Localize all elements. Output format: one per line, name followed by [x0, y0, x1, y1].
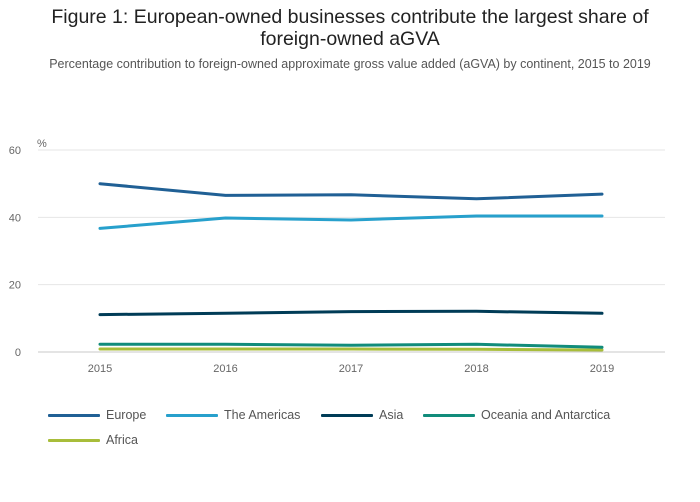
y-axis-label: % [37, 138, 47, 150]
legend-item-oceania-and-antarctica[interactable]: Oceania and Antarctica [423, 408, 610, 422]
series-line-oceania-and-antarctica [98, 342, 604, 349]
x-tick-label: 2015 [88, 363, 112, 375]
legend-swatch [166, 413, 218, 417]
legend-swatch [48, 438, 100, 442]
x-tick-label: 2017 [339, 363, 363, 375]
y-tick-label: 20 [9, 280, 21, 292]
series-line-europe [98, 182, 604, 201]
legend-label: Asia [379, 408, 404, 422]
legend-item-europe[interactable]: Europe [48, 408, 146, 422]
x-tick-label: 2019 [590, 363, 614, 375]
y-tick-label: 40 [9, 212, 21, 224]
legend-label: Africa [106, 433, 138, 447]
legend-label: Oceania and Antarctica [481, 408, 611, 422]
legend-item-africa[interactable]: Africa [48, 433, 138, 447]
legend-swatch [48, 413, 100, 417]
legend-item-asia[interactable]: Asia [321, 408, 403, 422]
legend-item-the-americas[interactable]: The Americas [166, 408, 300, 422]
chart-subtitle: Percentage contribution to foreign-owned… [49, 57, 651, 71]
series-line-asia [98, 309, 604, 317]
x-tick-label: 2016 [213, 363, 237, 375]
chart-title: Figure 1: European-owned businesses cont… [51, 6, 649, 50]
line-chart: 0 20 40 60% 2015 2016 2017 2018 2019 [9, 138, 665, 375]
legend-swatch [321, 413, 373, 417]
series-line-the-americas [98, 214, 604, 230]
x-tick-label: 2018 [464, 363, 488, 375]
legend-swatch [423, 413, 475, 417]
series-line-africa [98, 347, 604, 352]
y-tick-label: 60 [9, 145, 21, 157]
legend-label: The Americas [224, 408, 301, 422]
y-tick-label: 0 [15, 347, 21, 359]
legend-label: Europe [106, 408, 147, 422]
